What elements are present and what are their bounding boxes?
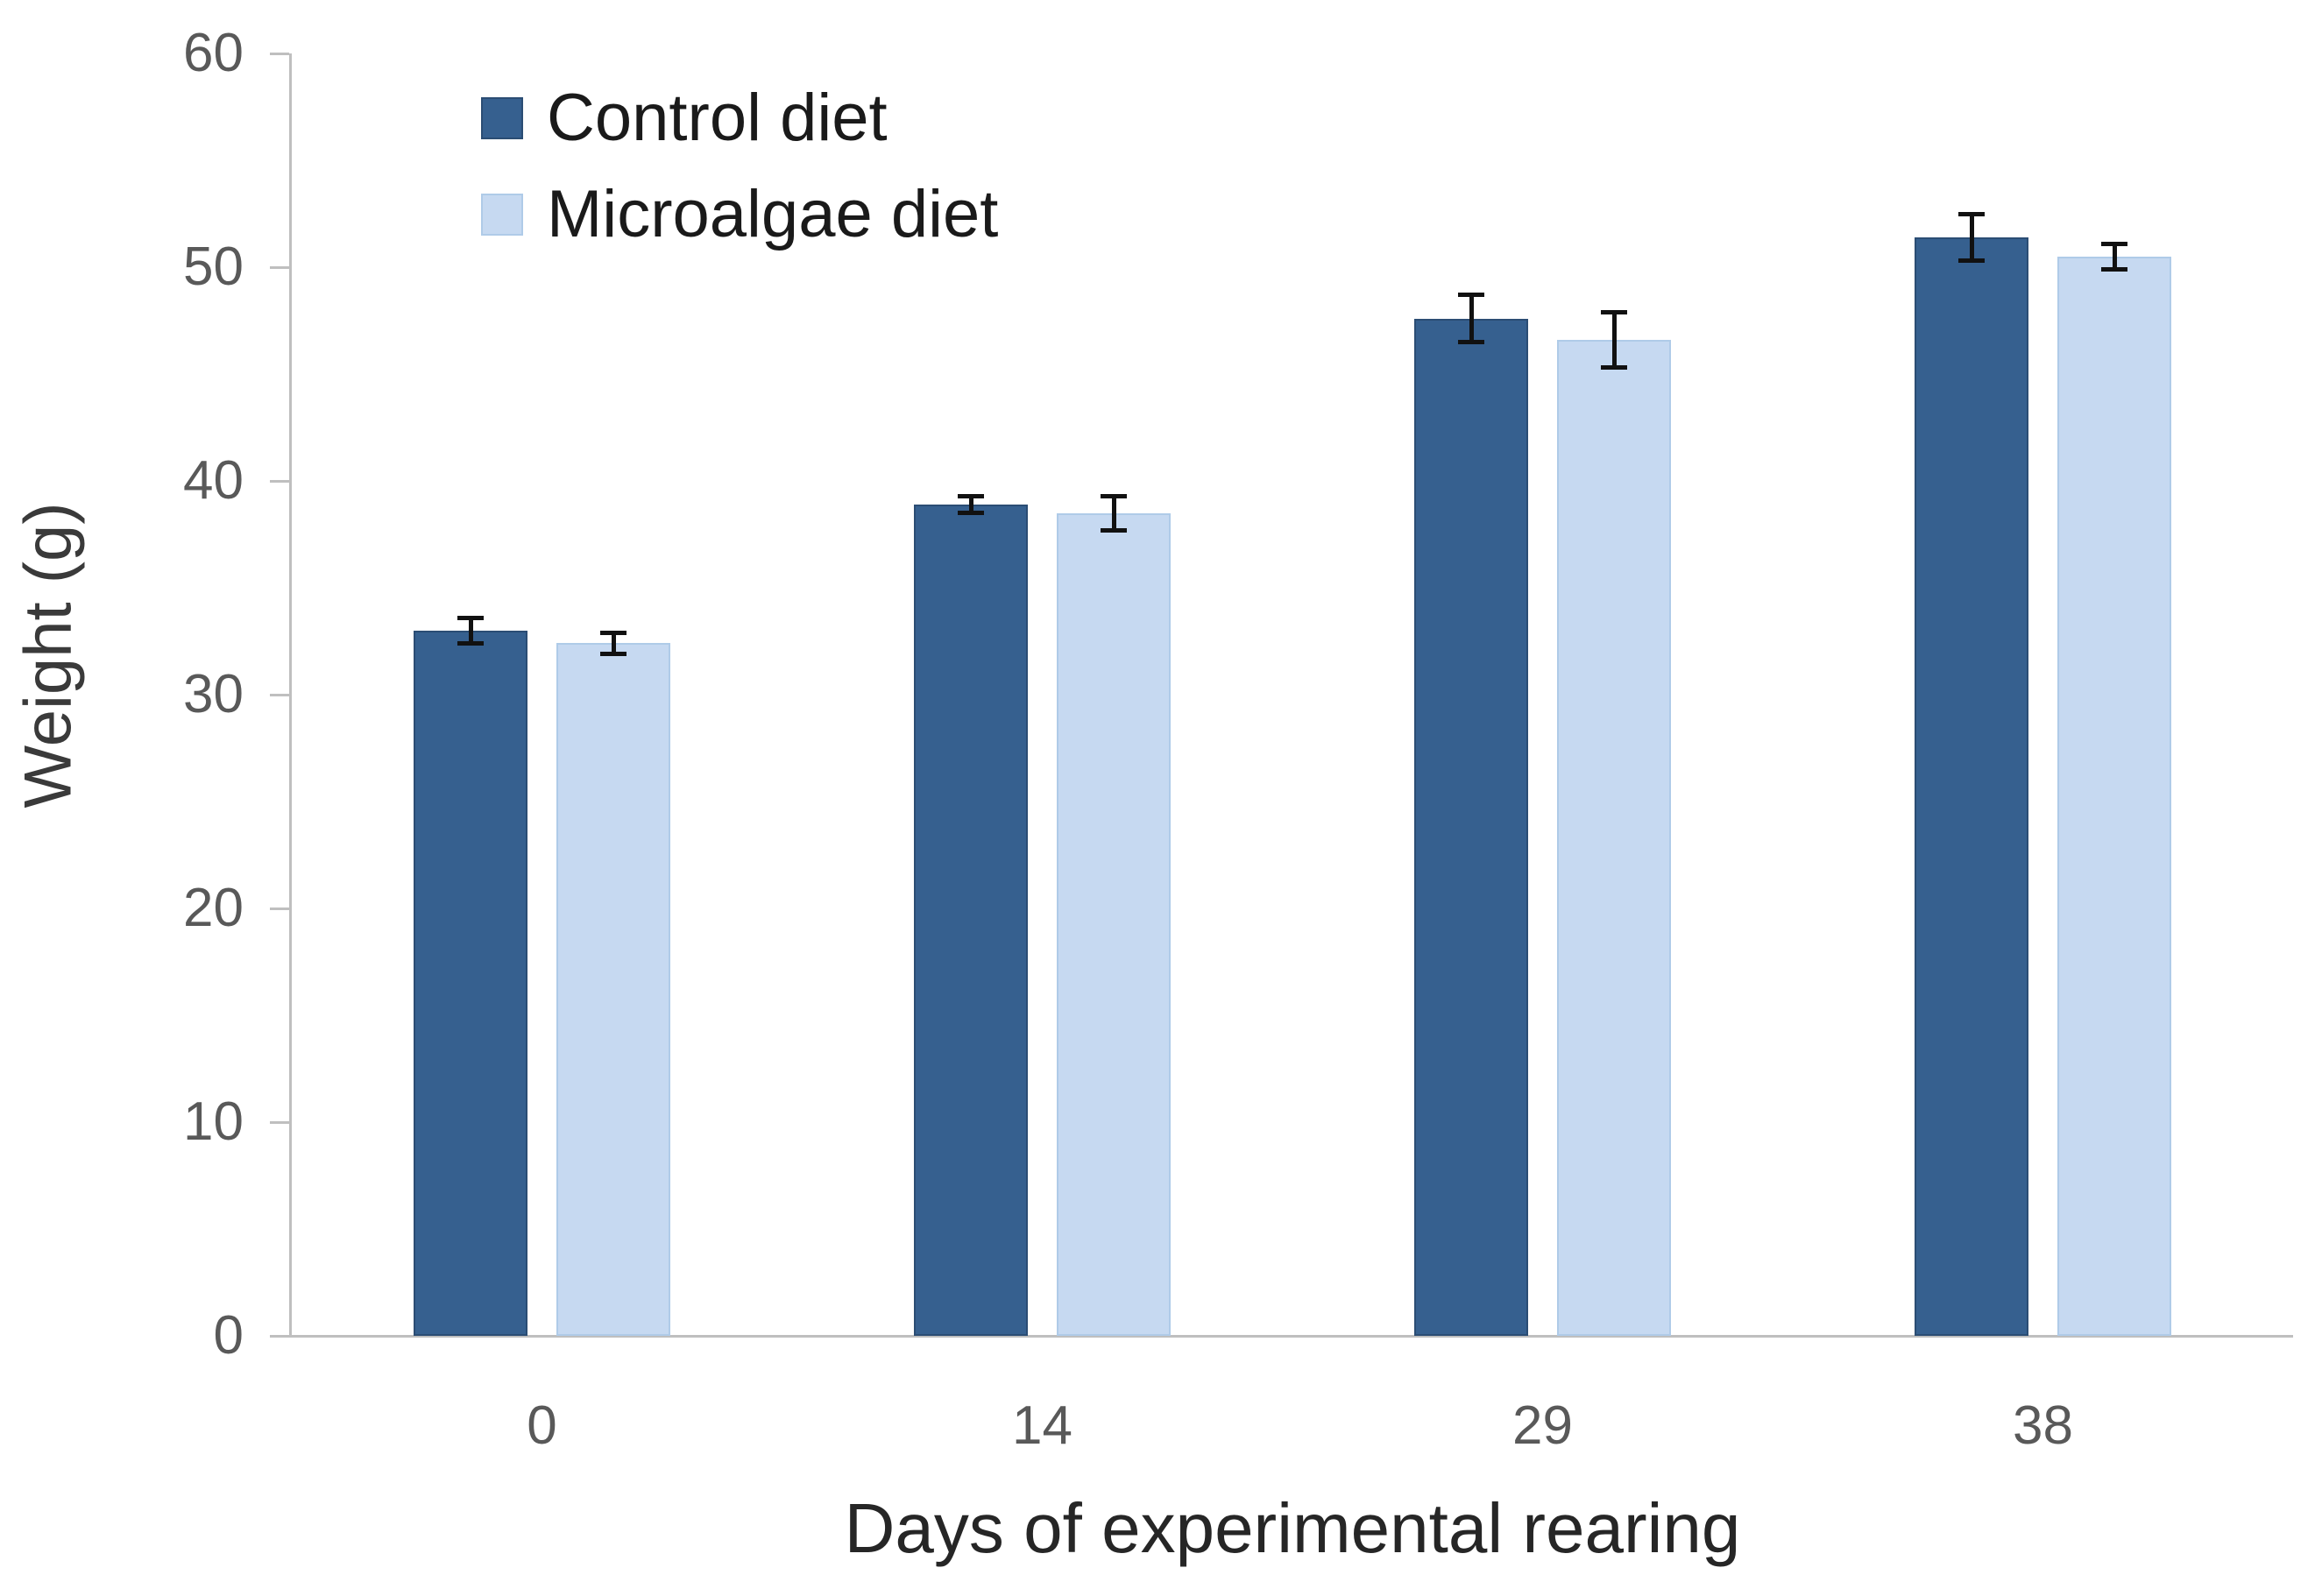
legend-swatch-microalgae-diet (481, 194, 523, 236)
x-axis-title: Days of experimental rearing (844, 1489, 1741, 1567)
error-bar-cap-top-microalgae-diet-day-29 (1601, 309, 1627, 314)
legend-item-microalgae-diet: Microalgae diet (481, 181, 998, 248)
bar-microalgae-diet-day-29 (1557, 339, 1671, 1336)
legend-swatch-control-diet (481, 97, 523, 139)
y-tick-mark (270, 907, 289, 910)
error-bar-line-control-diet-day-14 (968, 496, 973, 513)
y-tick-mark (270, 1120, 289, 1124)
y-tick-label: 30 (183, 664, 244, 724)
error-bar-line-microalgae-diet-day-38 (2112, 244, 2117, 270)
y-tick-mark (270, 1334, 289, 1338)
legend-label-control-diet: Control diet (547, 81, 888, 155)
x-tick-label: 0 (527, 1395, 557, 1456)
legend: Control diet Microalgae diet (481, 85, 998, 248)
error-bar-line-control-diet-day-0 (468, 618, 473, 644)
bar-microalgae-diet-day-38 (2057, 256, 2171, 1336)
error-bar-cap-bottom-microalgae-diet-day-0 (600, 652, 627, 657)
y-axis-line (289, 53, 292, 1338)
bar-microalgae-diet-day-14 (1057, 512, 1171, 1336)
bar-control-diet-day-38 (1915, 237, 2028, 1336)
y-tick-label: 0 (213, 1305, 244, 1366)
error-bar-line-microalgae-diet-day-14 (1111, 496, 1116, 531)
legend-item-control-diet: Control diet (481, 85, 998, 152)
bar-control-diet-day-0 (414, 630, 527, 1336)
error-bar-cap-top-control-diet-day-29 (1458, 293, 1484, 298)
bar-control-diet-day-14 (914, 504, 1028, 1336)
x-tick-label: 38 (2013, 1395, 2073, 1456)
error-bar-cap-top-microalgae-diet-day-38 (2101, 241, 2127, 246)
error-bar-cap-bottom-control-diet-day-14 (958, 511, 984, 516)
y-axis-title: Weight (g) (11, 502, 86, 809)
error-bar-cap-top-control-diet-day-0 (457, 615, 484, 620)
y-tick-label: 40 (183, 450, 244, 511)
error-bar-cap-top-control-diet-day-14 (958, 493, 984, 498)
y-tick-label: 50 (183, 237, 244, 297)
error-bar-cap-top-control-diet-day-38 (1958, 211, 1985, 216)
y-tick-mark (270, 52, 289, 55)
y-tick-mark (270, 479, 289, 483)
x-axis-line (292, 1335, 2293, 1338)
x-tick-label: 29 (1512, 1395, 1573, 1456)
bar-microalgae-diet-day-0 (556, 643, 670, 1336)
y-tick-label: 20 (183, 878, 244, 938)
error-bar-cap-top-microalgae-diet-day-0 (600, 630, 627, 635)
legend-label-microalgae-diet: Microalgae diet (547, 177, 999, 251)
error-bar-line-microalgae-diet-day-29 (1611, 312, 1617, 368)
error-bar-cap-bottom-microalgae-diet-day-38 (2101, 266, 2127, 272)
error-bar-cap-bottom-control-diet-day-38 (1958, 258, 1985, 264)
y-tick-mark (270, 265, 289, 269)
error-bar-cap-bottom-control-diet-day-0 (457, 640, 484, 646)
y-tick-label: 10 (183, 1091, 244, 1152)
error-bar-line-microalgae-diet-day-0 (611, 632, 616, 654)
error-bar-cap-bottom-microalgae-diet-day-29 (1601, 365, 1627, 371)
error-bar-cap-bottom-control-diet-day-29 (1458, 339, 1484, 344)
error-bar-line-control-diet-day-38 (1969, 214, 1974, 261)
y-tick-mark (270, 693, 289, 696)
bar-control-diet-day-29 (1414, 318, 1528, 1336)
error-bar-cap-bottom-microalgae-diet-day-14 (1101, 527, 1127, 533)
x-tick-label: 14 (1012, 1395, 1073, 1456)
error-bar-line-control-diet-day-29 (1469, 294, 1474, 343)
error-bar-cap-top-microalgae-diet-day-14 (1101, 493, 1127, 498)
y-tick-label: 60 (183, 23, 244, 83)
